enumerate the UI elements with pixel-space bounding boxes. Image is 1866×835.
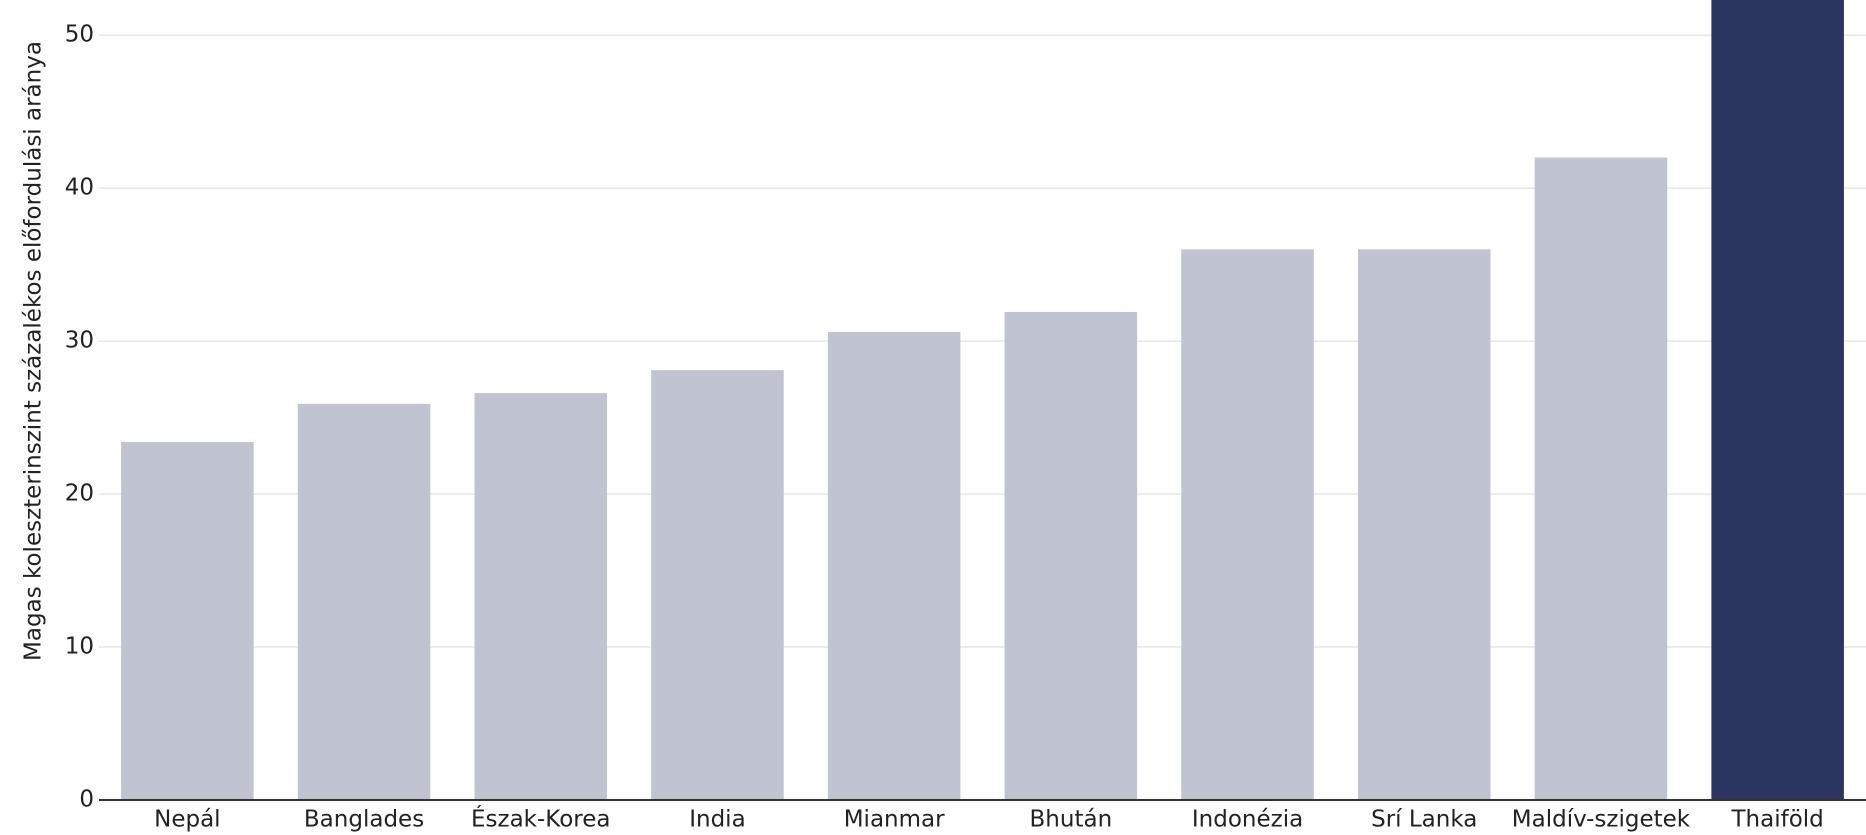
x-tick-label: Maldív-szigetek [1512,807,1691,833]
y-tick-label: 40 [65,175,94,201]
bar [1711,0,1844,801]
x-tick-label: Mianmar [844,807,945,833]
bars [121,0,1844,801]
x-tick-label: Észak-Korea [471,805,611,833]
y-tick-label: 50 [65,22,94,48]
x-tick-label: India [689,807,745,833]
x-tick-label: Banglades [304,807,424,833]
bar [1181,249,1314,800]
x-tick-label: Nepál [154,807,220,833]
y-tick-label: 30 [65,328,94,354]
bar [474,393,608,800]
bar [1357,249,1491,800]
bar [1004,312,1138,800]
y-axis-label: Magas koleszterinszint százalékos előfor… [21,41,47,661]
y-tick-label: 10 [65,634,94,660]
y-tick-label: 0 [79,787,94,813]
bar [1534,157,1668,800]
bar [651,370,784,800]
x-tick-label: Thaiföld [1731,807,1824,833]
bar [827,331,961,800]
x-tick-label: Srí Lanka [1371,807,1477,833]
x-tick-label: Indonézia [1192,807,1303,833]
bar [297,403,431,800]
y-tick-label: 20 [65,481,94,507]
x-tick-label: Bhután [1030,807,1113,833]
bar [121,442,254,800]
